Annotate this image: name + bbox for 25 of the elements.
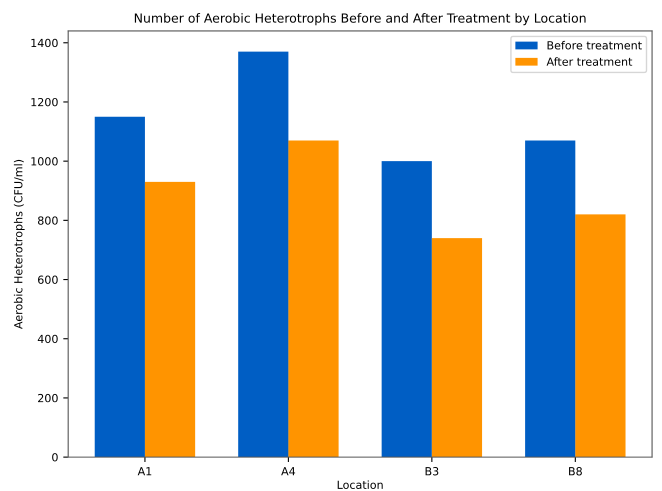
bar [94, 116, 145, 458]
bar [144, 182, 196, 458]
y-tick-label: 800 [38, 216, 58, 225]
y-tick-label: 1400 [31, 38, 58, 48]
bar [525, 140, 576, 458]
x-tick-label: A4 [281, 467, 296, 476]
y-tick-label: 200 [38, 394, 58, 402]
y-tick-label: 1000 [31, 157, 58, 166]
bar [238, 52, 288, 458]
legend-label: Before treatment [548, 40, 642, 50]
y-tick-label: 400 [38, 334, 58, 344]
bar [432, 238, 482, 458]
y-axis-title: Aerobic Heterotrophs (CFU/ml) [14, 160, 25, 330]
x-tick-label: A1 [138, 467, 152, 476]
x-tick-label: B3 [426, 467, 438, 476]
y-tick-label: 1200 [31, 98, 58, 106]
x-tick-label: B8 [569, 467, 582, 476]
chart-title: Number of Aerobic Heterotrophs Before and After Treatment by Location [134, 13, 586, 26]
x-axis-title: Location [338, 480, 383, 489]
y-tick-label: 600 [38, 276, 58, 284]
bar [575, 214, 626, 458]
legend-label: After treatment [546, 57, 632, 66]
y-tick-label: 0 [52, 453, 58, 462]
bar [288, 140, 339, 458]
bar [382, 161, 432, 458]
